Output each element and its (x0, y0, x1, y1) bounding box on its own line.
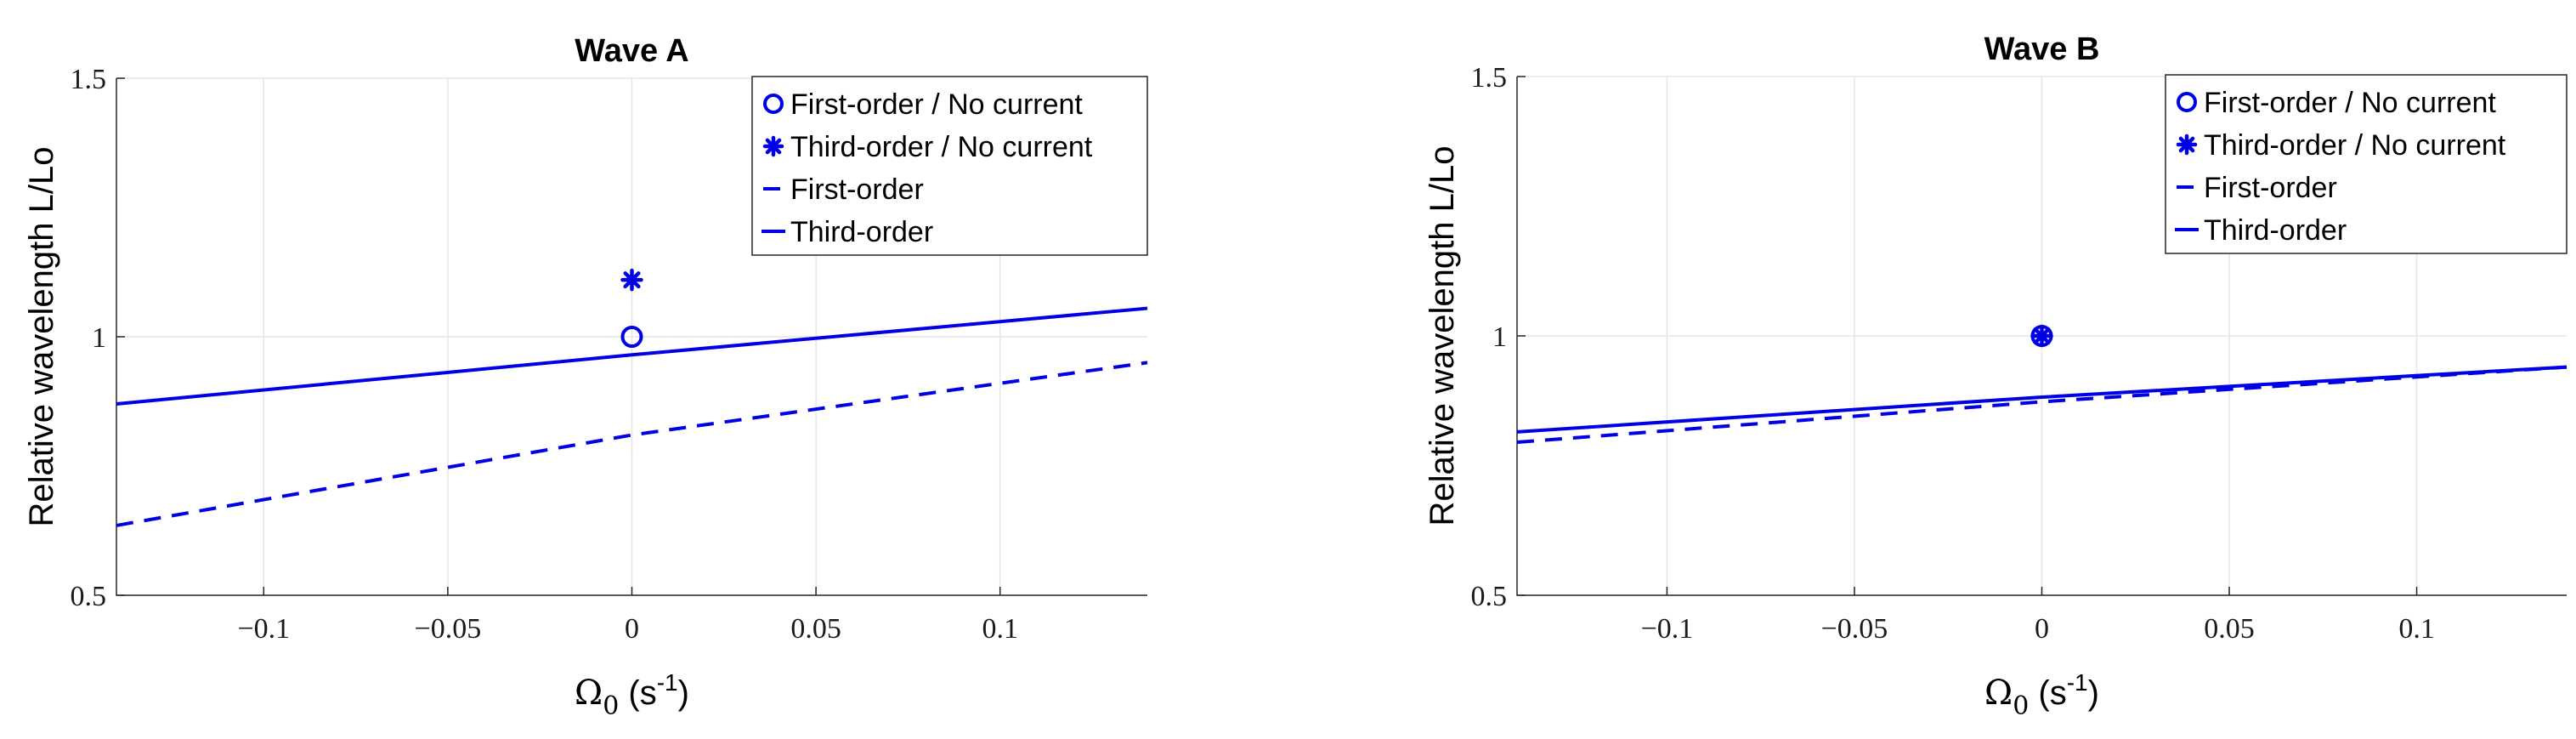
x-tick-label: 0 (2035, 613, 2049, 645)
x-tick-label: 0.1 (2398, 613, 2435, 645)
legend-box (751, 76, 1148, 256)
series-first-order-line (116, 361, 1148, 527)
point-third-order-no-current (620, 268, 643, 292)
legend-entry-label: Third-order / No current (2204, 129, 2506, 162)
series-third-order-line (1516, 365, 2568, 434)
legend-entry-label: First-order (790, 173, 924, 206)
y-axis-label: Relative wavelength L/Lo (23, 147, 60, 527)
x-axis-label: Ω0 (s-1) (575, 669, 689, 721)
chart-title: Wave A (575, 33, 688, 69)
point-third-order-no-current (2030, 324, 2053, 348)
point-first-order-no-current (620, 326, 643, 348)
series-third-order-line (116, 306, 1148, 406)
y-tick-label: 0.5 (71, 581, 107, 612)
x-tick-label: 0 (625, 613, 639, 645)
chart-wave-b: −0.1 −0.05 0 0.05 0.1 0.5 1 1.5 Wave B Relative w… (1424, 31, 2568, 721)
x-tick-label: 0.05 (2204, 613, 2255, 645)
legend-entry-label: First-order / No current (2204, 87, 2496, 119)
legend-symbol-circle (2177, 92, 2197, 112)
x-tick-label: −0.05 (1821, 613, 1888, 645)
y-tick-label: 1.5 (71, 64, 107, 95)
legend-entry-label: Third-order (2204, 214, 2347, 247)
y-tick-label: 1 (92, 322, 106, 354)
legend-symbol-star (762, 135, 784, 157)
y-tick-label: 1.5 (1471, 62, 1508, 94)
y-tick-label: 1 (1492, 321, 1507, 353)
legend-entry-label: First-order (2204, 172, 2337, 204)
legend-symbol-star (2176, 134, 2198, 156)
legend-symbol-circle (763, 94, 784, 114)
x-tick-label: −0.1 (1641, 613, 1694, 645)
x-tick-label: 0.05 (790, 613, 841, 645)
y-tick-label: 0.5 (1471, 581, 1508, 612)
chart-wave-a: −0.1 −0.05 0 0.05 0.1 0.5 1 1.5 Wave A Relative w… (23, 33, 1148, 721)
legend-box (2165, 74, 2568, 254)
x-tick-label: −0.05 (415, 613, 482, 645)
x-tick-label: 0.1 (982, 613, 1018, 645)
x-axis-label: Ω0 (s-1) (1984, 669, 2099, 721)
legend: First-order / No current Third-order / No… (2165, 74, 2568, 254)
legend-entry-label: Third-order (790, 216, 933, 248)
y-axis-label: Relative wavelength L/Lo (1424, 146, 1461, 526)
legend-entry-label: First-order / No current (790, 88, 1083, 121)
legend-entry-label: Third-order / No current (790, 131, 1093, 163)
chart-title: Wave B (1984, 31, 2100, 67)
x-tick-label: −0.1 (237, 613, 290, 645)
legend: First-order / No current Third-order / No… (751, 76, 1148, 256)
